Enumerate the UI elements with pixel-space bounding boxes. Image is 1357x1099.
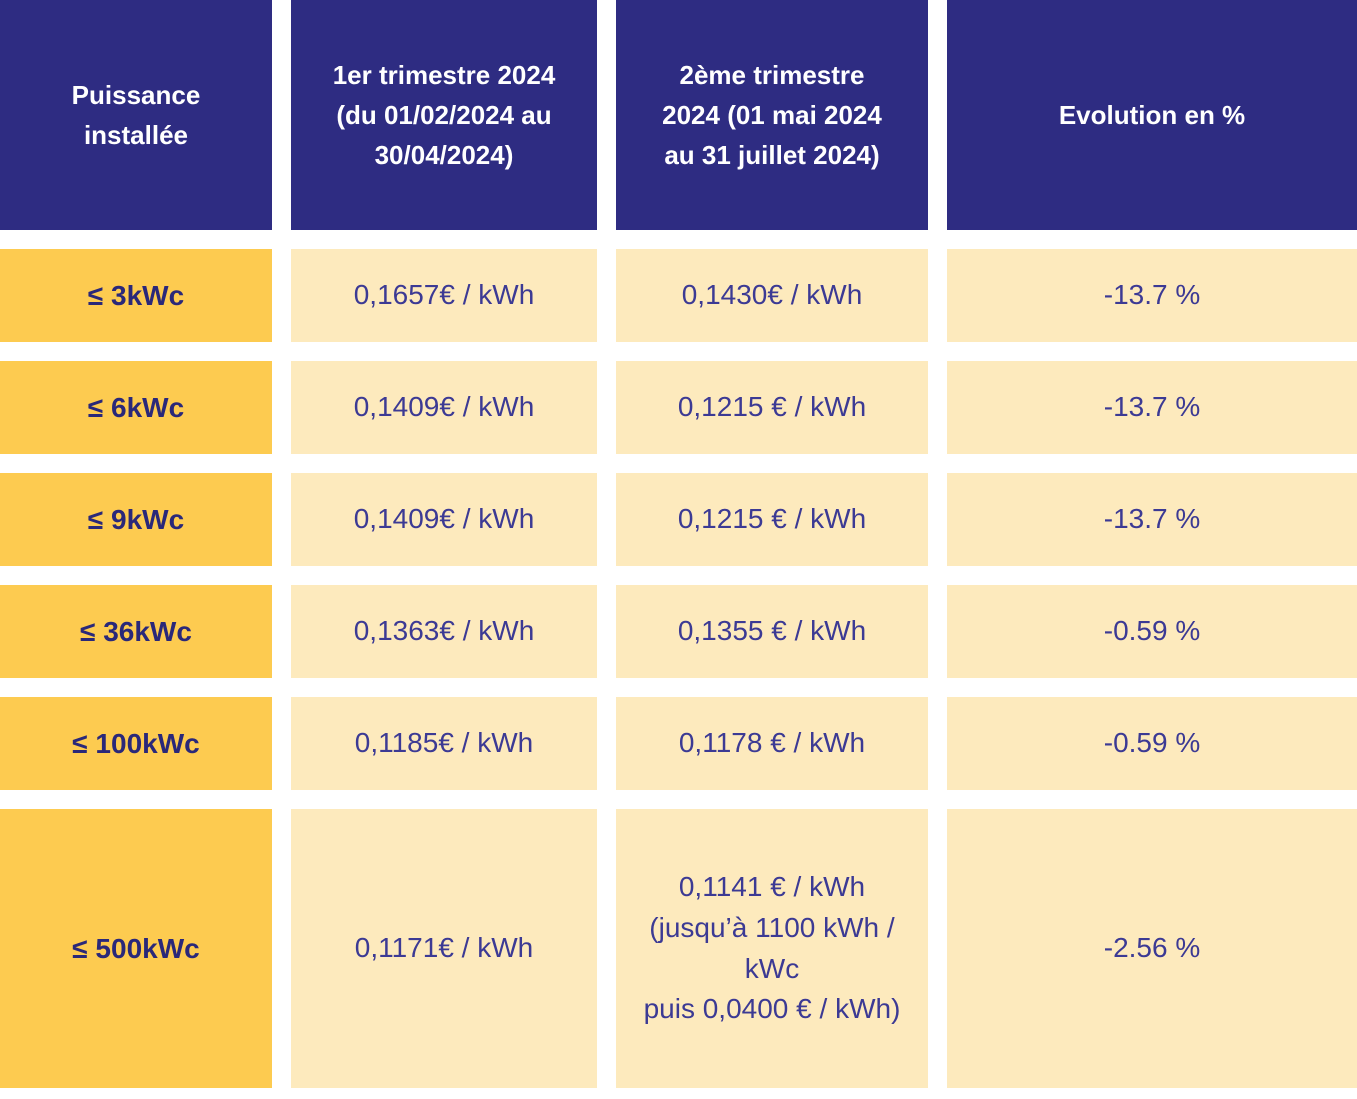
row-500kwc-q2-tariff: 0,1141 € / kWh (jusqu’à 1100 kWh / kWc p… [616, 809, 928, 1088]
header-cell-evolution: Evolution en % [947, 0, 1357, 230]
row-6kwc-q2-tariff: 0,1215 € / kWh [616, 361, 928, 454]
row-9kwc-power-label: ≤ 9kWc [0, 473, 272, 566]
header-cell-q2-2024: 2ème trimestre 2024 (01 mai 2024 au 31 j… [616, 0, 928, 230]
row-6kwc-power-label: ≤ 6kWc [0, 361, 272, 454]
row-500kwc-evolution: -2.56 % [947, 809, 1357, 1088]
row-36kwc-power-label: ≤ 36kWc [0, 585, 272, 678]
row-9kwc-q2-tariff: 0,1215 € / kWh [616, 473, 928, 566]
row-100kwc-q2-tariff: 0,1178 € / kWh [616, 697, 928, 790]
row-6kwc-evolution: -13.7 % [947, 361, 1357, 454]
row-36kwc-q1-tariff: 0,1363€ / kWh [291, 585, 597, 678]
row-3kwc-power-label: ≤ 3kWc [0, 249, 272, 342]
row-6kwc-q1-tariff: 0,1409€ / kWh [291, 361, 597, 454]
row-100kwc-power-label: ≤ 100kWc [0, 697, 272, 790]
row-3kwc-evolution: -13.7 % [947, 249, 1357, 342]
row-3kwc-q1-tariff: 0,1657€ / kWh [291, 249, 597, 342]
row-36kwc-evolution: -0.59 % [947, 585, 1357, 678]
row-100kwc-q1-tariff: 0,1185€ / kWh [291, 697, 597, 790]
row-3kwc-q2-tariff: 0,1430€ / kWh [616, 249, 928, 342]
row-9kwc-q1-tariff: 0,1409€ / kWh [291, 473, 597, 566]
header-cell-q1-2024: 1er trimestre 2024 (du 01/02/2024 au 30/… [291, 0, 597, 230]
row-500kwc-power-label: ≤ 500kWc [0, 809, 272, 1088]
header-cell-puissance-installee: Puissance installée [0, 0, 272, 230]
row-36kwc-q2-tariff: 0,1355 € / kWh [616, 585, 928, 678]
row-500kwc-q1-tariff: 0,1171€ / kWh [291, 809, 597, 1088]
row-100kwc-evolution: -0.59 % [947, 697, 1357, 790]
row-9kwc-evolution: -13.7 % [947, 473, 1357, 566]
